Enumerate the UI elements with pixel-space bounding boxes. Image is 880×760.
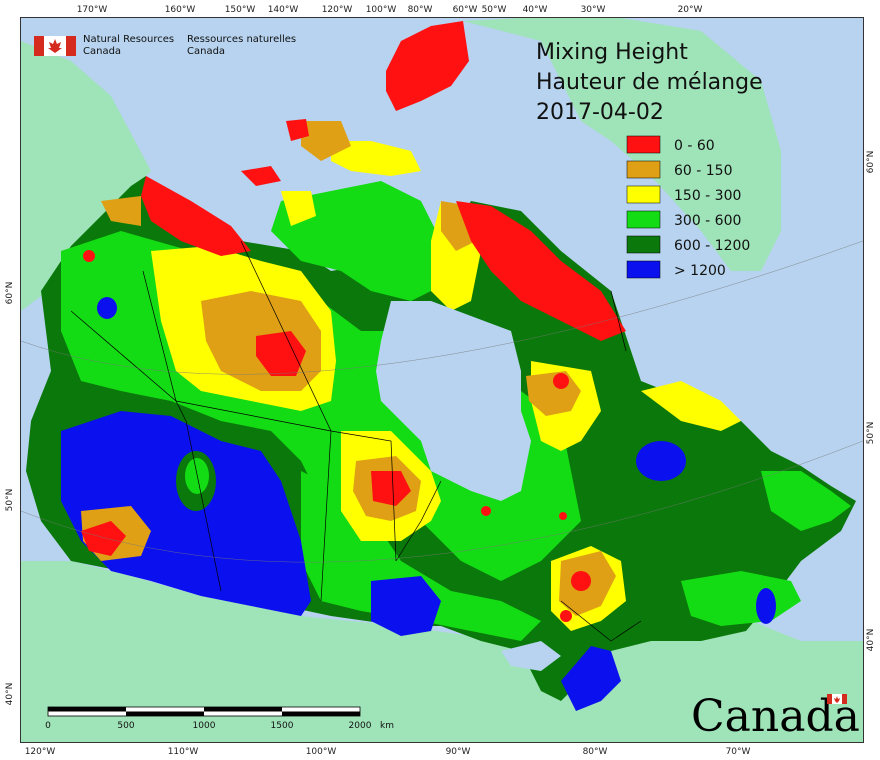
legend-swatch xyxy=(626,210,661,229)
graticule xyxy=(21,240,863,563)
right-tick: 50°N xyxy=(866,422,876,445)
legend-swatch xyxy=(626,235,661,254)
legend-label: > 1200 xyxy=(674,263,726,279)
legend-swatch xyxy=(626,160,661,179)
zone-0-60 xyxy=(286,119,309,141)
scale-label: 1500 xyxy=(271,721,294,731)
right-tick: 60°N xyxy=(866,151,876,174)
legend-label: 300 - 600 xyxy=(674,213,741,229)
zone-over-1200 xyxy=(97,297,117,319)
zone-over-1200 xyxy=(371,576,441,636)
great-lakes xyxy=(501,641,561,671)
title-date: 2017-04-02 xyxy=(536,100,664,125)
top-tick: 40°W xyxy=(523,5,548,15)
zone-over-1200 xyxy=(636,441,686,481)
top-tick: 60°W xyxy=(453,5,478,15)
left-tick: 50°N xyxy=(5,489,15,512)
top-tick: 80°W xyxy=(408,5,433,15)
bottom-graticule-labels: 120°W 110°W 100°W 90°W 80°W 70°W xyxy=(25,747,751,757)
right-tick: 40°N xyxy=(866,629,876,652)
usa-land xyxy=(21,561,863,742)
zone-over-1200 xyxy=(61,411,311,616)
bottom-tick: 70°W xyxy=(726,747,751,757)
zone-0-60 xyxy=(386,21,469,111)
greenland-land xyxy=(463,18,781,271)
bottom-tick: 120°W xyxy=(25,747,56,757)
zone-60-150 xyxy=(301,121,351,161)
title-line-1: Mixing Height xyxy=(536,40,688,65)
scale-bar: 0 500 1000 1500 2000 km xyxy=(45,706,394,731)
zone-0-60 xyxy=(553,373,569,389)
zone-0-60 xyxy=(241,166,281,186)
baffin-bay xyxy=(466,101,571,201)
hudson-bay xyxy=(376,301,531,501)
legend-swatch xyxy=(626,185,661,204)
alaska-land xyxy=(21,41,151,311)
left-tick: 40°N xyxy=(5,683,15,706)
legend: 0 - 60 60 - 150 150 - 300 300 - 600 600 … xyxy=(626,135,750,279)
zone-150-300 xyxy=(331,141,421,176)
scale-label: 500 xyxy=(117,721,134,731)
scale-unit: km xyxy=(380,721,394,731)
legend-label: 150 - 300 xyxy=(674,188,741,204)
legend-swatch xyxy=(626,260,661,279)
top-tick: 30°W xyxy=(581,5,606,15)
scale-label: 2000 xyxy=(349,721,372,731)
legend-label: 600 - 1200 xyxy=(674,238,750,254)
title-line-2: Hauteur de mélange xyxy=(536,70,763,95)
zone-over-1200 xyxy=(561,646,621,711)
bottom-tick: 80°W xyxy=(583,747,608,757)
top-tick: 120°W xyxy=(322,5,353,15)
zone-0-60 xyxy=(81,521,126,556)
zone-over-1200 xyxy=(756,588,776,624)
bottom-tick: 100°W xyxy=(306,747,337,757)
top-tick: 160°W xyxy=(165,5,196,15)
zone-150-300 xyxy=(281,191,316,226)
top-tick: 170°W xyxy=(77,5,108,15)
bottom-tick: 90°W xyxy=(446,747,471,757)
zone-0-60 xyxy=(141,176,251,256)
map-frame: Mixing Height Hauteur de mélange 2017-04… xyxy=(20,17,864,743)
province-boundaries xyxy=(70,240,642,642)
wordmark-flag-icon xyxy=(827,694,847,704)
top-graticule-labels: 170°W 160°W 150°W 140°W 120°W 100°W 80°W… xyxy=(77,5,703,15)
zone-150-300 xyxy=(641,381,741,431)
legend-swatch xyxy=(626,135,661,154)
zone-0-60 xyxy=(481,506,491,516)
left-graticule-labels: 60°N 50°N 40°N xyxy=(5,282,15,706)
top-tick: 100°W xyxy=(366,5,397,15)
scale-label: 0 xyxy=(45,721,51,731)
agency-fr-line-1: Ressources naturelles xyxy=(187,34,296,45)
top-tick: 140°W xyxy=(268,5,299,15)
agency-signature: Natural Resources Canada Ressources natu… xyxy=(34,34,296,57)
right-graticule-labels: 60°N 50°N 40°N xyxy=(866,151,876,652)
zone-0-60 xyxy=(83,250,95,262)
agency-en-line-2: Canada xyxy=(83,46,121,57)
zone-0-60 xyxy=(456,201,626,341)
zone-0-60 xyxy=(256,331,306,376)
top-tick: 20°W xyxy=(678,5,703,15)
left-tick: 60°N xyxy=(5,282,15,305)
legend-label: 0 - 60 xyxy=(674,138,715,154)
zone-0-60 xyxy=(560,610,572,622)
top-tick: 150°W xyxy=(225,5,256,15)
scale-label: 1000 xyxy=(193,721,216,731)
zone-0-60 xyxy=(559,512,567,520)
zone-300-600 xyxy=(761,471,851,531)
zone-60-150 xyxy=(101,196,141,226)
map-canvas: Mixing Height Hauteur de mélange 2017-04… xyxy=(21,18,863,742)
canada-flag-icon xyxy=(34,36,76,56)
bottom-tick: 110°W xyxy=(168,747,199,757)
zone-0-60 xyxy=(371,471,411,506)
agency-fr-line-2: Canada xyxy=(187,46,225,57)
top-tick: 50°W xyxy=(482,5,507,15)
zone-0-60 xyxy=(571,571,591,591)
agency-en-line-1: Natural Resources xyxy=(83,34,174,45)
canada-wordmark: Canada xyxy=(691,691,860,742)
legend-label: 60 - 150 xyxy=(674,163,733,179)
